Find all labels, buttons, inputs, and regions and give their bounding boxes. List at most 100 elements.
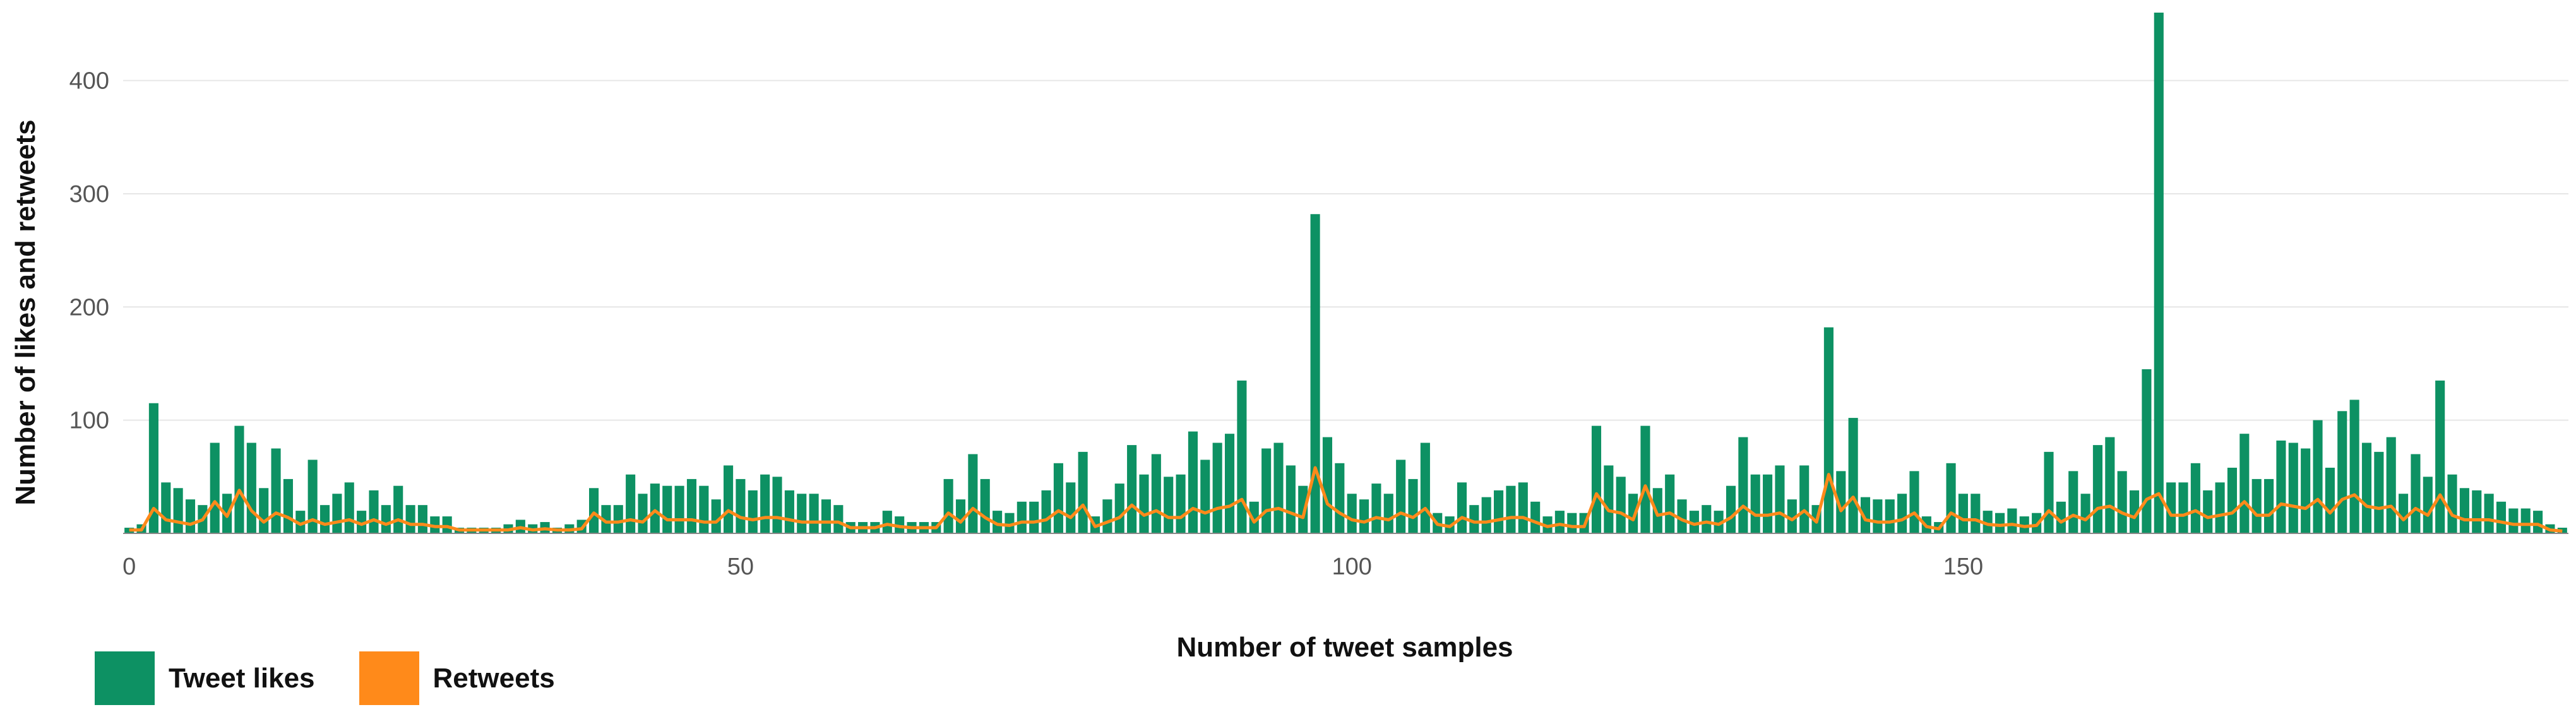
likes-bar <box>234 425 244 533</box>
legend: Tweet likes Retweets <box>95 651 599 705</box>
likes-bar <box>943 478 953 533</box>
likes-bar <box>1420 442 1430 533</box>
likes-bar <box>246 442 256 533</box>
likes-bar <box>1750 474 1760 533</box>
likes-bar <box>2092 445 2102 533</box>
likes-bar <box>833 505 844 533</box>
likes-bar <box>1322 437 1333 533</box>
gridlines <box>123 80 2568 421</box>
likes-bar <box>1249 501 1259 533</box>
likes-bar <box>1506 485 1516 533</box>
likes-bar <box>2080 494 2090 533</box>
likes-bar <box>2496 501 2507 533</box>
likes-bar <box>613 505 623 533</box>
likes-bar <box>1371 484 1381 533</box>
likes-bar <box>589 488 599 533</box>
likes-bar <box>417 505 427 533</box>
likes-bar <box>2325 467 2335 533</box>
likes-bar <box>1176 474 1186 533</box>
likes-bar <box>1652 488 1662 533</box>
likes-bar <box>1885 499 1895 533</box>
likes-bar <box>724 465 734 533</box>
likes-bar <box>784 490 794 533</box>
likes-bar <box>1408 478 1418 533</box>
likes-bar <box>1066 482 1076 533</box>
likes-bar <box>430 516 440 533</box>
legend-item-retweets: Retweets <box>359 651 555 705</box>
retweets-swatch <box>359 651 419 705</box>
likes-bar <box>1078 451 1088 533</box>
likes-bar <box>895 516 905 533</box>
legend-label-likes: Tweet likes <box>169 662 315 694</box>
likes-bar <box>626 474 636 533</box>
likes-bar <box>1530 501 1541 533</box>
likes-bar <box>955 499 966 533</box>
likes-bar <box>2459 488 2469 533</box>
likes-bar <box>1005 513 1015 533</box>
likes-bar <box>210 442 220 533</box>
likes-bar <box>2178 482 2188 533</box>
likes-bar <box>1677 499 1687 533</box>
likes-bar <box>638 494 648 533</box>
likes-bar <box>405 505 415 533</box>
likes-bar <box>1958 494 1968 533</box>
y-tick-label: 200 <box>69 294 109 321</box>
likes-bar <box>1518 482 1528 533</box>
likes-bar <box>2423 477 2433 533</box>
likes-bar <box>1591 425 1602 533</box>
legend-item-likes: Tweet likes <box>95 651 315 705</box>
likes-bar <box>259 488 269 533</box>
likes-bar <box>1860 497 1871 533</box>
x-tick-label: 50 <box>727 554 754 580</box>
likes-bar <box>2435 380 2445 533</box>
likes-bar <box>369 490 379 533</box>
likes-bar <box>1897 494 1907 533</box>
likes-bar <box>1604 465 1614 533</box>
likes-bar <box>1310 214 1320 533</box>
likes-bar <box>442 516 452 533</box>
likes-bar <box>2068 471 2078 533</box>
likes-bar <box>1224 434 1235 533</box>
likes-bar <box>2386 437 2396 533</box>
likes-bar <box>748 490 758 533</box>
likes-bar <box>148 403 158 533</box>
likes-bar <box>2484 494 2494 533</box>
likes-bar <box>711 499 721 533</box>
likes-bar <box>2301 448 2311 533</box>
likes-bar <box>1799 465 1810 533</box>
likes-bar <box>1139 474 1149 533</box>
likes-bar <box>1114 484 1124 533</box>
likes-bar <box>1995 513 2005 533</box>
x-tick-label: 150 <box>1943 554 1983 580</box>
likes-bar <box>1640 425 1650 533</box>
likes-bar <box>797 494 807 533</box>
likes-bar <box>2374 451 2384 533</box>
likes-bar <box>1554 511 1565 533</box>
likes-bar <box>1983 511 1993 533</box>
likes-bar <box>1335 463 1345 533</box>
likes-bar <box>1823 327 1834 533</box>
likes-bar <box>1567 513 1577 533</box>
likes-bar <box>319 505 330 533</box>
likes-bar <box>821 499 832 533</box>
likes-bar <box>173 488 183 533</box>
y-axis-title: Number of likes and retweets <box>10 119 41 505</box>
likes-bar <box>2276 440 2286 533</box>
likes-bar <box>1164 477 1174 533</box>
likes-bar <box>2288 442 2298 533</box>
likes-bar <box>1273 442 1284 533</box>
likes-bar <box>2044 451 2054 533</box>
likes-bar <box>307 460 318 533</box>
likes-bar <box>760 474 770 533</box>
likes-bar <box>1848 418 1858 533</box>
likes-bar <box>2117 471 2127 533</box>
likes-bar <box>1628 494 1638 533</box>
likes-bar <box>2313 420 2323 533</box>
likes-bar <box>674 485 684 533</box>
likes-bar <box>1188 431 1198 533</box>
likes-bar <box>1738 437 1748 533</box>
likes-bar <box>1359 499 1369 533</box>
likes-bar <box>772 477 782 533</box>
y-tick-labels: 100 200 300 400 <box>69 68 109 434</box>
likes-bar <box>2447 474 2457 533</box>
